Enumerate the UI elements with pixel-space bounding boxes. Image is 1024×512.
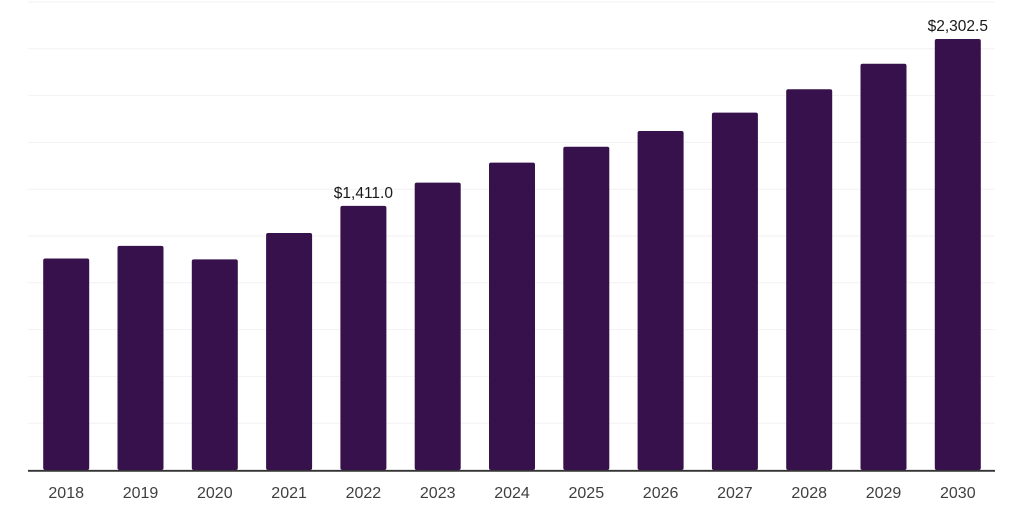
bar-2029: [860, 63, 907, 471]
bar-2018: [43, 258, 90, 470]
x-axis-label-2020: 2020: [197, 485, 233, 502]
bar-2023: [414, 182, 461, 470]
x-axis-label-2021: 2021: [271, 485, 307, 502]
bar-2019: [117, 245, 164, 470]
x-axis-label-2027: 2027: [717, 485, 753, 502]
bar-2020: [191, 259, 238, 470]
bar-2021: [266, 233, 313, 470]
bar-2028: [786, 89, 833, 470]
x-axis-label-2028: 2028: [791, 485, 827, 502]
bar-2027: [711, 112, 758, 470]
x-axis-label-2023: 2023: [420, 485, 456, 502]
x-axis-label-2019: 2019: [123, 485, 159, 502]
bar-2022: [340, 205, 387, 470]
bar-2025: [563, 146, 610, 470]
x-axis-label-2030: 2030: [940, 485, 976, 502]
x-axis-label-2022: 2022: [346, 485, 382, 502]
bar-value-label-2030: $2,302.5: [928, 18, 988, 35]
bar-2024: [489, 162, 535, 470]
bar-value-label-2022: $1,411.0: [334, 185, 394, 202]
x-axis-label-2025: 2025: [569, 485, 605, 502]
x-axis-label-2018: 2018: [48, 485, 84, 502]
bar-2030: [934, 39, 981, 470]
x-axis-label-2024: 2024: [494, 485, 530, 502]
x-axis-label-2026: 2026: [643, 485, 679, 502]
x-axis-label-2029: 2029: [866, 485, 902, 502]
bar-2026: [637, 131, 684, 470]
